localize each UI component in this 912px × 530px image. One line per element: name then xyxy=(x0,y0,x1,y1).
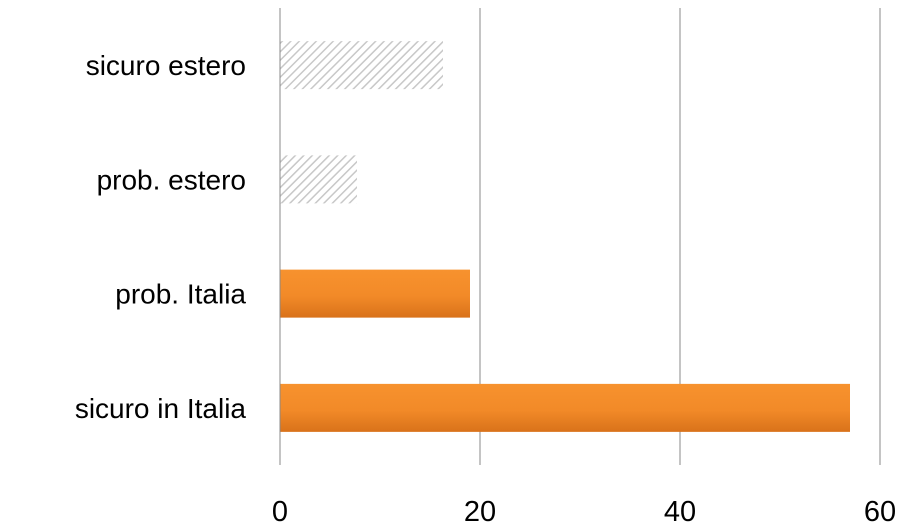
bars xyxy=(280,41,850,432)
category-label-sicuro-in-italia: sicuro in Italia xyxy=(75,393,247,424)
category-label-prob-estero: prob. estero xyxy=(97,164,246,195)
x-tick-label-20: 20 xyxy=(464,496,496,528)
bar-sicuro-in-italia xyxy=(280,383,850,432)
x-tick-label-60: 60 xyxy=(864,496,896,528)
x-tick-label-0: 0 xyxy=(272,496,288,528)
category-label-sicuro-estero: sicuro estero xyxy=(86,50,246,81)
bar-sicuro-estero xyxy=(280,41,443,90)
labels: 0 20 40 60 sicuro in Italia prob. Italia prob.… xyxy=(75,50,896,528)
x-tick-label-40: 40 xyxy=(664,496,696,528)
bar-prob-italia xyxy=(280,269,470,318)
bar-prob-estero xyxy=(280,155,357,204)
category-label-prob-italia: prob. Italia xyxy=(115,279,246,310)
